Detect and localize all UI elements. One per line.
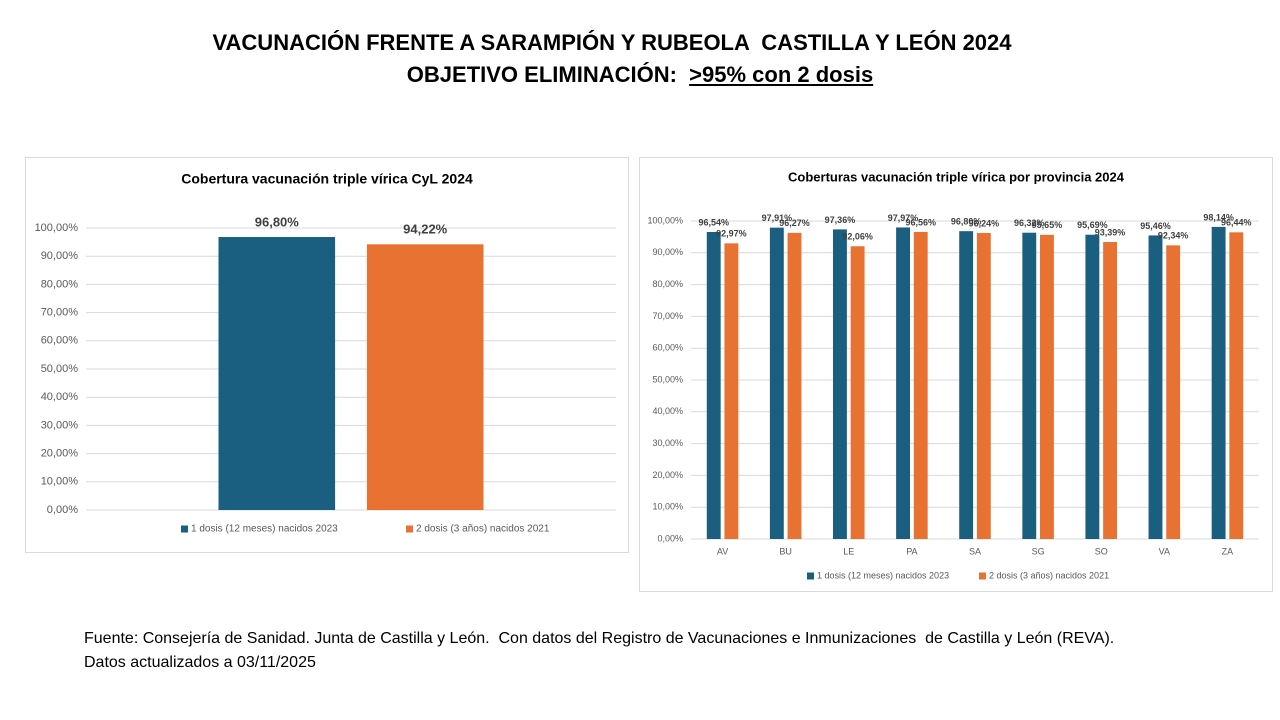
x-tick-label: LE <box>843 546 854 556</box>
data-label: 92,97% <box>716 229 747 239</box>
legend-swatch <box>181 525 188 533</box>
y-tick-label: 0,00% <box>657 533 683 543</box>
bar <box>1022 232 1037 539</box>
bar <box>1229 232 1244 539</box>
bar <box>1148 235 1163 539</box>
bar <box>787 232 802 539</box>
y-tick-label: 80,00% <box>41 278 79 290</box>
objective-target: >95% con 2 dosis <box>689 62 874 87</box>
data-label: 96,44% <box>1221 218 1252 228</box>
y-tick-label: 0,00% <box>47 504 78 516</box>
data-label: 97,97% <box>888 213 919 223</box>
y-tick-label: 60,00% <box>41 335 79 347</box>
x-tick-label: AV <box>717 546 728 556</box>
data-label: 97,91% <box>762 213 793 223</box>
bar <box>769 227 784 539</box>
legend-swatch <box>979 572 986 580</box>
y-tick-label: 20,00% <box>41 448 79 460</box>
legend-swatch <box>406 525 413 533</box>
data-label: 96,24% <box>969 218 1000 228</box>
y-tick-label: 40,00% <box>652 406 683 416</box>
data-label: 97,36% <box>825 215 856 225</box>
y-tick-label: 100,00% <box>647 215 683 225</box>
y-tick-label: 10,00% <box>652 502 683 512</box>
bar <box>896 227 910 540</box>
y-tick-label: 90,00% <box>41 250 79 262</box>
bar <box>959 231 974 539</box>
source-note: Fuente: Consejería de Sanidad. Junta de … <box>84 630 1115 647</box>
y-tick-label: 70,00% <box>41 307 79 319</box>
bar <box>976 232 991 540</box>
data-label: 92,06% <box>842 232 873 242</box>
data-label: 96,54% <box>698 217 729 227</box>
data-label: 96,32% <box>1014 218 1045 228</box>
legend-label: 2 dosis (3 años) nacidos 2021 <box>416 524 550 535</box>
data-label: 94,22% <box>403 222 448 237</box>
bar <box>850 246 865 539</box>
bar <box>1166 245 1181 539</box>
x-tick-label: SA <box>969 546 981 556</box>
data-label: 96,27% <box>779 218 810 228</box>
data-label: 95,69% <box>1077 220 1108 230</box>
data-label: 96,80% <box>951 217 982 227</box>
x-tick-label: PA <box>906 546 917 556</box>
bar <box>706 232 721 539</box>
x-tick-label: ZA <box>1222 546 1234 556</box>
chart-title: Coberturas vacunación triple vírica por … <box>788 169 1125 184</box>
objective-label: OBJETIVO ELIMINACIÓN: <box>406 62 677 87</box>
y-tick-label: 40,00% <box>41 391 79 403</box>
bar <box>724 243 739 539</box>
bar <box>1211 226 1226 539</box>
legend-label: 2 dosis (3 años) nacidos 2021 <box>989 570 1109 580</box>
bar <box>1085 234 1100 539</box>
data-label: 95,46% <box>1140 221 1171 231</box>
legend-label: 1 dosis (12 meses) nacidos 2023 <box>191 524 338 535</box>
y-tick-label: 50,00% <box>41 363 79 375</box>
y-tick-label: 50,00% <box>652 374 683 384</box>
bar <box>366 244 484 510</box>
bar <box>218 237 336 511</box>
bar <box>1103 242 1117 539</box>
slide-title: VACUNACIÓN FRENTE A SARAMPIÓN Y RUBEOLA … <box>212 30 1012 55</box>
chart-title: Cobertura vacunación triple vírica CyL 2… <box>181 171 473 187</box>
data-label: 92,34% <box>1158 231 1189 241</box>
y-tick-label: 30,00% <box>652 438 683 448</box>
data-label: 98,14% <box>1203 212 1234 222</box>
x-tick-label: SO <box>1095 546 1108 556</box>
y-tick-label: 60,00% <box>652 343 683 353</box>
data-label: 95,65% <box>1032 220 1063 230</box>
bar <box>833 229 847 539</box>
y-tick-label: 10,00% <box>41 476 79 488</box>
data-label: 96,80% <box>255 214 300 229</box>
y-tick-label: 90,00% <box>652 247 683 257</box>
update-note: Datos actualizados a 03/11/2025 <box>84 654 316 671</box>
bar <box>1040 234 1054 539</box>
bar <box>913 231 928 539</box>
legend-swatch <box>807 572 814 580</box>
legend-label: 1 dosis (12 meses) nacidos 2023 <box>817 570 949 580</box>
y-tick-label: 70,00% <box>652 311 683 321</box>
data-label: 93,39% <box>1095 227 1126 237</box>
y-tick-label: 100,00% <box>35 222 79 234</box>
x-tick-label: VA <box>1159 546 1170 556</box>
chart-province: Coberturas vacunación triple vírica por … <box>639 157 1273 592</box>
data-label: 96,56% <box>905 217 936 227</box>
slide-subtitle: OBJETIVO ELIMINACIÓN: >95% con 2 dosis <box>28 62 1252 88</box>
x-tick-label: SG <box>1032 546 1045 556</box>
y-tick-label: 80,00% <box>652 279 683 289</box>
y-tick-label: 20,00% <box>652 470 683 480</box>
x-tick-label: BU <box>779 546 792 556</box>
y-tick-label: 30,00% <box>41 419 79 431</box>
chart-total: Cobertura vacunación triple vírica CyL 2… <box>25 157 629 553</box>
